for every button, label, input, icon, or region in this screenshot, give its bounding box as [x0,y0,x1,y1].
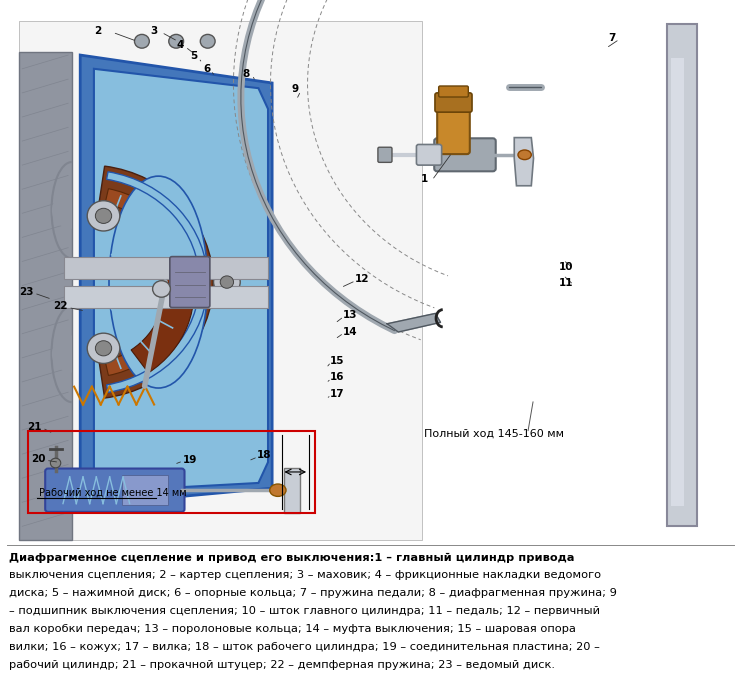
Circle shape [96,208,112,224]
FancyBboxPatch shape [434,138,496,171]
Ellipse shape [270,484,286,497]
Circle shape [153,281,170,297]
Text: Диафрагменное сцепление и привод его выключения:1 – главный цилиндр привода: Диафрагменное сцепление и привод его вык… [9,552,574,563]
Text: 5: 5 [190,52,198,61]
Text: 9: 9 [291,85,299,94]
Circle shape [50,458,61,468]
Text: 12: 12 [354,274,369,283]
Polygon shape [94,69,268,492]
Text: 19: 19 [182,455,197,464]
Bar [122,475,168,505]
Text: 3: 3 [150,26,158,36]
Text: диска; 5 – нажимной диск; 6 – опорные кольца; 7 – пружина педали; 8 – диафрагмен: диска; 5 – нажимной диск; 6 – опорные ко… [9,588,617,599]
Text: – подшипник выключения сцепления; 10 – шток главного цилиндра; 11 – педаль; 12 –: – подшипник выключения сцепления; 10 – ш… [9,606,600,616]
Polygon shape [80,55,272,506]
FancyBboxPatch shape [435,93,472,112]
Wedge shape [107,172,207,392]
Ellipse shape [109,176,207,388]
Text: 18: 18 [256,451,271,460]
FancyBboxPatch shape [437,104,470,154]
Text: 4: 4 [176,40,184,50]
Text: 14: 14 [342,327,357,336]
Circle shape [134,34,149,48]
Circle shape [200,34,215,48]
Text: 22: 22 [53,301,68,311]
Text: 7: 7 [608,33,616,43]
Circle shape [87,333,120,363]
Bar [671,58,684,506]
Wedge shape [131,266,194,373]
Polygon shape [387,314,440,332]
Text: 20: 20 [31,454,46,464]
Text: 6: 6 [203,64,210,74]
FancyBboxPatch shape [378,147,392,162]
Bar [64,257,268,279]
Wedge shape [105,189,190,376]
Bar [19,21,422,540]
Text: вилки; 16 – кожух; 17 – вилка; 18 – шток рабочего цилиндра; 19 – соединительная : вилки; 16 – кожух; 17 – вилка; 18 – шток… [9,642,599,652]
Bar [64,286,268,308]
Text: 21: 21 [27,422,42,431]
Bar [19,52,72,540]
Circle shape [96,341,112,356]
Circle shape [213,270,240,294]
FancyBboxPatch shape [439,86,468,97]
Text: 16: 16 [330,372,345,382]
FancyBboxPatch shape [170,257,210,308]
Wedge shape [97,166,213,398]
Text: Полный ход 145-160 мм: Полный ход 145-160 мм [424,429,564,438]
Text: 17: 17 [330,389,345,398]
Circle shape [87,201,120,231]
Text: 10: 10 [559,262,574,272]
Polygon shape [514,138,534,186]
FancyBboxPatch shape [45,469,185,512]
Circle shape [220,276,233,288]
Text: 23: 23 [19,287,34,297]
Text: 11: 11 [559,279,574,288]
Text: 2: 2 [94,26,102,36]
Text: вал коробки передач; 13 – поролоновые кольца; 14 – муфта выключения; 15 – шарова: вал коробки передач; 13 – поролоновые ко… [9,624,576,634]
Text: 15: 15 [330,356,345,365]
Text: Рабочий ход не менее 14 мм: Рабочий ход не менее 14 мм [39,487,187,497]
Circle shape [169,34,184,48]
Bar [284,468,300,513]
Wedge shape [52,336,72,373]
Text: выключения сцепления; 2 – картер сцепления; 3 – маховик; 4 – фрикционные накладк: выключения сцепления; 2 – картер сцеплен… [9,570,601,581]
Text: 13: 13 [342,310,357,320]
Text: 1: 1 [421,174,428,184]
Ellipse shape [518,150,531,160]
Text: рабочий цилиндр; 21 – прокачной штуцер; 22 – демпферная пружина; 23 – ведомый ди: рабочий цилиндр; 21 – прокачной штуцер; … [9,660,555,670]
Text: 8: 8 [242,69,250,78]
Polygon shape [667,24,697,526]
FancyBboxPatch shape [416,144,442,165]
Bar [28,431,315,513]
Wedge shape [52,191,72,228]
